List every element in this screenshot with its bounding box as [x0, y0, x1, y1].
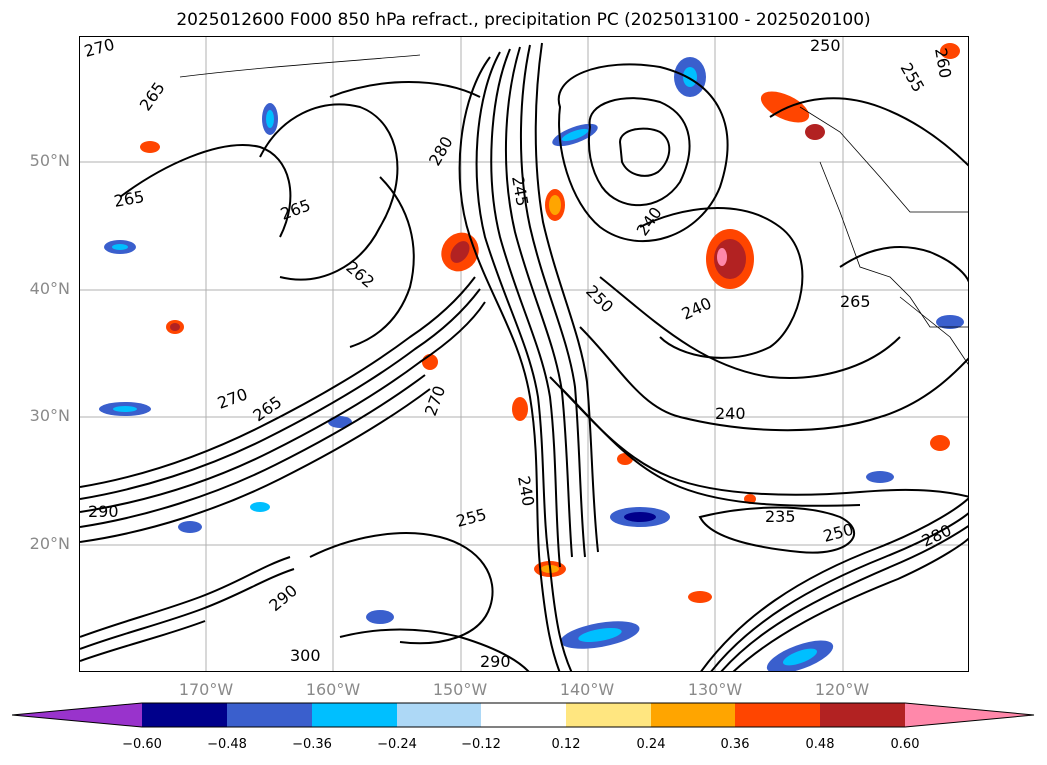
contour-label: 290 — [480, 652, 511, 671]
colorbar-segment-extend-high — [905, 703, 1034, 727]
contour-label: 260 — [931, 46, 955, 79]
coastlines — [179, 54, 968, 365]
colorbar-segment-extend-low — [12, 703, 142, 727]
contour-label: 280 — [425, 133, 457, 169]
lat-label-20n: 20°N — [29, 534, 70, 553]
colorbar-segment — [820, 703, 905, 727]
contour-label: 240 — [679, 293, 715, 323]
contour-label: 265 — [249, 392, 285, 425]
colorbar-tick-label: −0.24 — [377, 737, 417, 752]
lat-label-40n: 40°N — [29, 279, 70, 298]
colorbar-segment — [481, 703, 566, 727]
refractivity-contours — [80, 42, 968, 671]
colorbar-tick-label: 0.12 — [551, 737, 581, 752]
contour-label: 265 — [278, 195, 313, 223]
colorbar-tick-label: 0.24 — [636, 737, 666, 752]
contour-label: 240 — [514, 474, 538, 507]
contour-label: 245 — [508, 174, 532, 207]
contour-label: 290 — [265, 581, 301, 615]
contour-label: 270 — [421, 383, 449, 418]
colorbar-tick-label: −0.12 — [461, 737, 501, 752]
map-canvas: 270 265 265 280 245 240 240 250 265 255 … — [80, 37, 968, 671]
lon-label-160w: 160°W — [305, 680, 361, 699]
colorbar-segment — [651, 703, 735, 727]
colorbar-tick-label: −0.36 — [292, 737, 332, 752]
lon-label-130w: 130°W — [687, 680, 743, 699]
colorbar-tick-label: 0.36 — [720, 737, 750, 752]
lat-label-50n: 50°N — [29, 151, 70, 170]
lon-label-170w: 170°W — [178, 680, 234, 699]
contour-label: 265 — [136, 78, 169, 114]
contour-label: 270 — [82, 37, 116, 61]
lon-label-150w: 150°W — [432, 680, 488, 699]
colorbar-segment — [142, 703, 227, 727]
contour-label: 250 — [810, 37, 841, 55]
map-panel: 270 265 265 280 245 240 240 250 265 255 … — [79, 36, 969, 672]
contour-label: 235 — [765, 507, 796, 526]
colorbar-segment — [397, 703, 481, 727]
contour-label: 290 — [88, 502, 119, 521]
figure-title: 2025012600 F000 850 hPa refract., precip… — [176, 10, 871, 30]
contour-label: 255 — [454, 505, 488, 531]
contour-label: 240 — [715, 404, 746, 423]
colorbar-segment — [566, 703, 651, 727]
contour-label: 255 — [897, 60, 929, 96]
contour-label: 270 — [215, 384, 250, 412]
contour-label: 240 — [633, 203, 666, 239]
precip-shading — [99, 43, 964, 671]
lon-label-120w: 120°W — [814, 680, 870, 699]
colorbar-tick-label: 0.48 — [805, 737, 835, 752]
gridlines — [80, 37, 968, 671]
contour-label: 265 — [112, 187, 145, 211]
colorbar-segment — [735, 703, 820, 727]
colorbar-outline — [12, 702, 1035, 728]
contour-label: 262 — [342, 258, 378, 292]
colorbar-segment — [312, 703, 397, 727]
colorbar-tick-label: −0.60 — [122, 737, 162, 752]
lon-label-140w: 140°W — [559, 680, 615, 699]
contour-label: 300 — [290, 646, 321, 665]
colorbar-tick-label: 0.60 — [890, 737, 920, 752]
colorbar-segment — [227, 703, 312, 727]
colorbar-tick-label: −0.48 — [207, 737, 247, 752]
colorbar — [12, 702, 1035, 728]
contour-label: 265 — [840, 292, 871, 311]
lat-label-30n: 30°N — [29, 406, 70, 425]
